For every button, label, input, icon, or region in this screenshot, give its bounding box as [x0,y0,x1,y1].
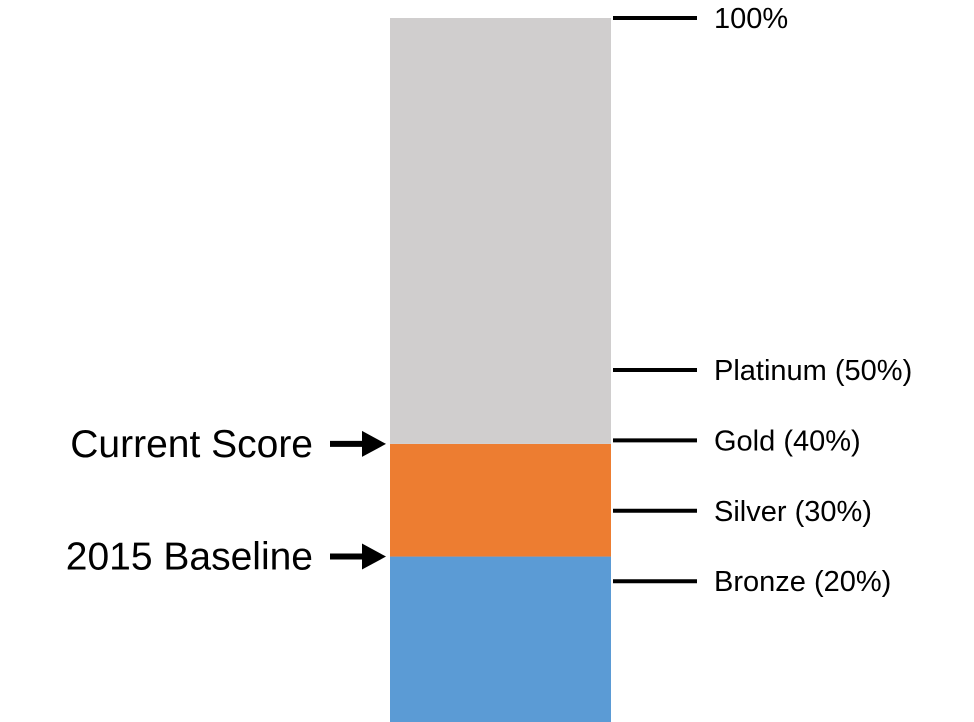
marker-label: Current Score [70,423,313,466]
threshold-label: Bronze (20%) [714,566,891,598]
threshold-2: Gold (40%) [613,425,861,457]
bar-segment-1 [390,443,611,557]
threshold-ticks: 100% Platinum (50%) Gold (40%) Silver (30%)… [613,3,912,598]
threshold-label: Platinum (50%) [714,355,912,387]
arrow-right-icon [362,543,386,570]
threshold-4: Bronze (20%) [613,566,891,598]
arrow-right-icon [362,430,386,457]
score-markers: Current Score 2015 Baseline [66,423,386,579]
bar-segment-0 [390,556,611,722]
threshold-1: Platinum (50%) [613,355,912,387]
threshold-3: Silver (30%) [613,496,872,528]
threshold-0: 100% [613,3,788,35]
threshold-label: Gold (40%) [714,425,861,457]
threshold-label: Silver (30%) [714,496,872,528]
marker-1: 2015 Baseline [66,536,386,579]
marker-label: 2015 Baseline [66,536,313,579]
bar-segment-2 [390,18,611,444]
marker-0: Current Score [70,423,386,466]
threshold-label: 100% [714,3,788,35]
bar-segments [390,18,611,722]
